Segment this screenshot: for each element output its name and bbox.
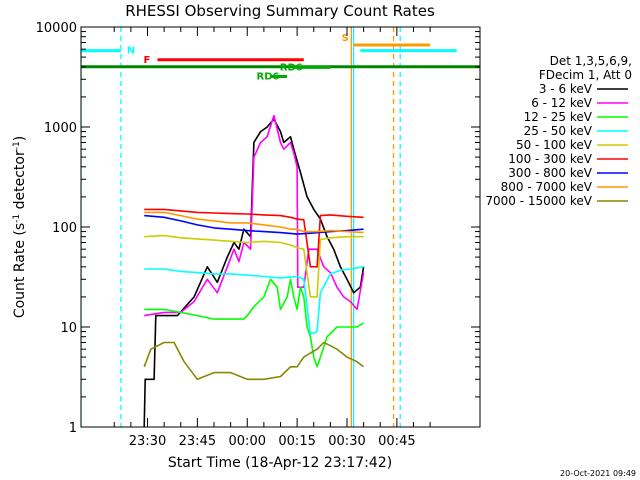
x-tick-label: 00:00: [229, 434, 266, 449]
annotation-label-0: N: [127, 46, 135, 57]
annotation-label-4: S: [342, 33, 349, 44]
legend-header-line-1: Det 1,3,5,6,9,: [550, 54, 632, 68]
series-line-7: [144, 211, 364, 234]
legend-entry-label: 7000 - 15000 keV: [485, 194, 592, 208]
y-tick-label: 1: [69, 421, 77, 436]
footer-timestamp: 20-Oct-2021 09:49: [560, 469, 636, 478]
annotation-label-1: F: [143, 55, 150, 66]
legend-entry-label: 12 - 25 keV: [524, 110, 593, 124]
legend-entry-label: 25 - 50 keV: [524, 124, 593, 138]
series-line-3: [144, 266, 364, 335]
series-line-2: [144, 278, 365, 368]
x-tick-label: 00:15: [278, 434, 315, 449]
x-tick-label: 23:45: [179, 434, 216, 449]
x-tick-label: 00:45: [378, 434, 415, 449]
series-line-0: [143, 118, 365, 427]
legend-header-line-2: FDecim 1, Att 0: [539, 68, 632, 82]
annotation-label-3: RD6: [257, 71, 280, 82]
legend-entry-label: 50 - 100 keV: [516, 138, 593, 152]
y-tick-label: 100: [52, 221, 77, 236]
legend-entry-label: 300 - 800 keV: [508, 166, 592, 180]
y-tick-label: 1000: [44, 121, 77, 136]
legend-entry-label: 800 - 7000 keV: [501, 180, 593, 194]
y-tick-label: 10000: [36, 21, 77, 36]
series-line-1: [144, 114, 365, 317]
annotation-label-2: RD6: [280, 62, 303, 73]
legend-entry-label: 100 - 300 keV: [508, 152, 592, 166]
series-line-5: [144, 208, 364, 268]
x-axis-label: Start Time (18-Apr-12 23:17:42): [168, 455, 392, 471]
chart-title: RHESSI Observing Summary Count Rates: [125, 2, 435, 20]
series-line-8: [143, 341, 365, 381]
series-line-4: [144, 234, 364, 298]
legend: Det 1,3,5,6,9, FDecim 1, Att 0 3 - 6 keV…: [485, 54, 632, 208]
x-tick-label: 00:30: [328, 434, 365, 449]
series-line-6: [144, 214, 364, 235]
legend-entry-label: 6 - 12 keV: [531, 96, 593, 110]
legend-entry-label: 3 - 6 keV: [539, 82, 593, 96]
x-tick-label: 23:30: [129, 434, 166, 449]
y-tick-label: 10: [60, 321, 77, 336]
y-axis-label: Count Rate (s-1 detector-1): [12, 136, 28, 318]
